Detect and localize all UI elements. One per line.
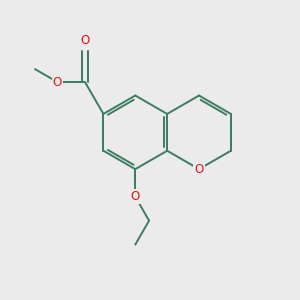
Text: O: O: [53, 76, 62, 88]
Text: O: O: [194, 163, 204, 176]
Text: O: O: [80, 34, 90, 47]
Text: O: O: [131, 190, 140, 203]
